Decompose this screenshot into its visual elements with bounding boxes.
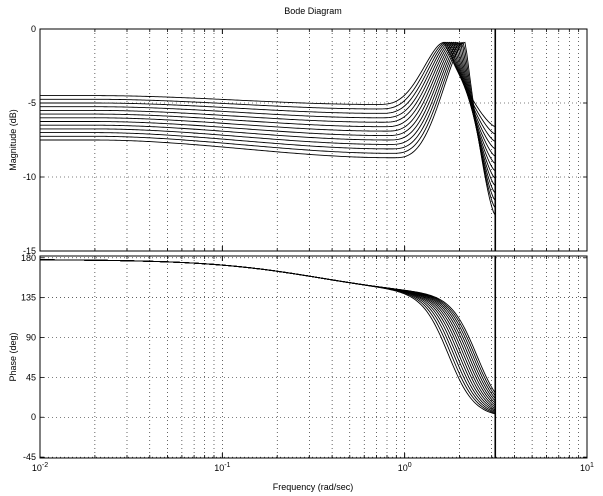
x-tick-label: 10-1 [214, 462, 230, 473]
phase-curve [39, 259, 496, 394]
magnitude-y-axis-label: Magnitude (dB) [8, 109, 18, 171]
magnitude-curve [40, 41, 496, 142]
x-axis-label: Frequency (rad/sec) [273, 482, 354, 492]
x-tick-label: 10-2 [32, 462, 48, 473]
magnitude-curve [40, 41, 496, 216]
phase-panel: 180 135 90 45 0 -45 Phase (deg) [8, 253, 588, 462]
magnitude-y-tick-label: -10 [23, 172, 36, 182]
magnitude-curve [40, 41, 496, 165]
magnitude-curves [40, 29, 497, 251]
magnitude-panel: 0 -5 -10 -15 Magnitude (dB) [8, 24, 588, 256]
phase-grid [40, 256, 587, 458]
magnitude-y-tick-label: -5 [28, 98, 36, 108]
magnitude-curve [40, 41, 496, 172]
magnitude-curve [40, 41, 496, 157]
magnitude-grid [40, 29, 587, 251]
phase-y-tick-label: 0 [31, 412, 36, 422]
magnitude-curve [40, 41, 496, 179]
phase-y-tick-label: -45 [23, 452, 36, 462]
phase-y-tick-label: 180 [21, 253, 36, 263]
magnitude-curve [40, 41, 496, 209]
x-axis-ticks: 10-2 10-1 100 101 [32, 462, 594, 473]
magnitude-y-tick-label: 0 [31, 24, 36, 34]
phase-y-tick-label: 90 [26, 333, 36, 343]
magnitude-curve [40, 42, 496, 187]
phase-y-tick-label: 45 [26, 372, 36, 382]
phase-y-axis-label: Phase (deg) [8, 332, 18, 381]
magnitude-plot-frame [39, 28, 588, 252]
magnitude-curve [40, 41, 496, 135]
phase-curves [39, 256, 497, 458]
magnitude-curve [40, 42, 496, 194]
magnitude-curve [40, 41, 496, 150]
magnitude-y-tick-label: -15 [23, 246, 36, 256]
x-tick-label: 101 [580, 462, 594, 473]
phase-plot-frame [39, 255, 588, 459]
magnitude-curve [40, 41, 496, 128]
phase-y-tick-label: 135 [21, 293, 36, 303]
magnitude-curve [40, 41, 496, 201]
chart-title: Bode Diagram [284, 6, 342, 16]
x-tick-label: 100 [398, 462, 412, 473]
phase-plot-area [40, 256, 587, 458]
